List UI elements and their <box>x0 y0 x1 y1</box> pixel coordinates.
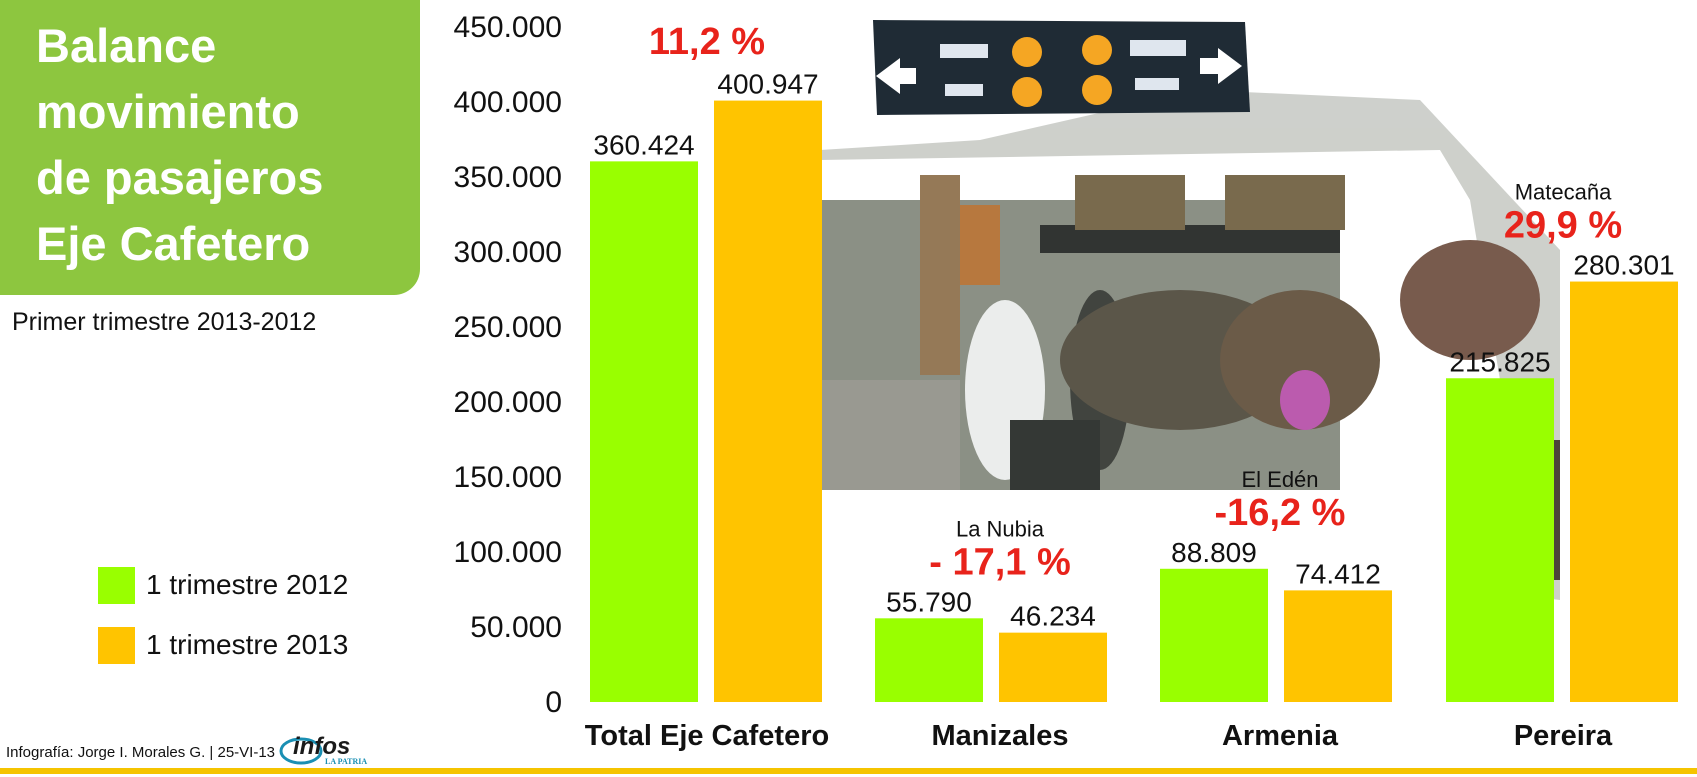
legend-label-2012: 1 trimestre 2012 <box>146 569 349 600</box>
y-tick-label: 250.000 <box>454 311 562 344</box>
percent-change: 11,2 % <box>649 21 765 63</box>
title-panel: Balance movimiento de pasajeros Eje Cafe… <box>0 0 420 295</box>
y-tick-label: 0 <box>545 686 562 719</box>
y-tick-label: 150.000 <box>454 461 562 494</box>
page-title-line-2: movimiento <box>36 85 300 138</box>
bar <box>1284 590 1392 702</box>
bar-value-label: 360.424 <box>593 129 694 160</box>
infos-logo: infos LA PATRIA <box>279 736 367 766</box>
percent-change: - 17,1 % <box>929 541 1071 583</box>
x-category-label: Pereira <box>1514 720 1613 752</box>
logo-text: infos <box>293 736 350 760</box>
bar-value-label: 400.947 <box>717 69 818 100</box>
percent-change: 29,9 % <box>1504 205 1622 247</box>
page-title-line-3: de pasajeros <box>36 151 324 204</box>
y-tick-label: 50.000 <box>470 611 562 644</box>
y-tick-label: 200.000 <box>454 386 562 419</box>
legend-label-2013: 1 trimestre 2013 <box>146 629 349 660</box>
bar <box>999 632 1107 702</box>
y-tick-label: 350.000 <box>454 161 562 194</box>
x-category-label: Total Eje Cafetero <box>585 720 829 752</box>
subtitle: Primer trimestre 2013-2012 <box>12 308 317 336</box>
logo-subtext: LA PATRIA <box>325 757 367 766</box>
bar <box>875 618 983 702</box>
airport-name: La Nubia <box>956 516 1045 541</box>
bottom-rule <box>0 768 1697 774</box>
legend-swatch-2012 <box>98 567 135 604</box>
y-tick-label: 100.000 <box>454 536 562 569</box>
y-tick-label: 450.000 <box>454 11 562 44</box>
page-title-line-1: Balance <box>36 19 217 72</box>
bar <box>590 161 698 702</box>
page-title-line-4: Eje Cafetero <box>36 217 311 270</box>
bar-value-label: 280.301 <box>1573 250 1674 281</box>
bar <box>1160 568 1268 702</box>
bar-value-label: 55.790 <box>886 586 972 617</box>
airport-name: Matecaña <box>1515 180 1612 205</box>
x-category-label: Manizales <box>932 720 1069 752</box>
bar-value-label: 74.412 <box>1295 558 1381 589</box>
bar-value-label: 46.234 <box>1010 601 1096 632</box>
x-category-label: Armenia <box>1222 720 1339 752</box>
bar <box>1446 378 1554 702</box>
credit-line: Infografía: Jorge I. Morales G. | 25-VI-… <box>6 744 276 761</box>
percent-change: -16,2 % <box>1215 492 1346 534</box>
bar-value-label: 215.825 <box>1449 346 1550 377</box>
y-tick-label: 400.000 <box>454 86 562 119</box>
legend-swatch-2013 <box>98 627 135 664</box>
bar <box>714 100 822 703</box>
bar-value-label: 88.809 <box>1171 537 1257 568</box>
airport-name: El Edén <box>1241 467 1318 492</box>
y-tick-label: 300.000 <box>454 236 562 269</box>
bar <box>1570 281 1678 702</box>
